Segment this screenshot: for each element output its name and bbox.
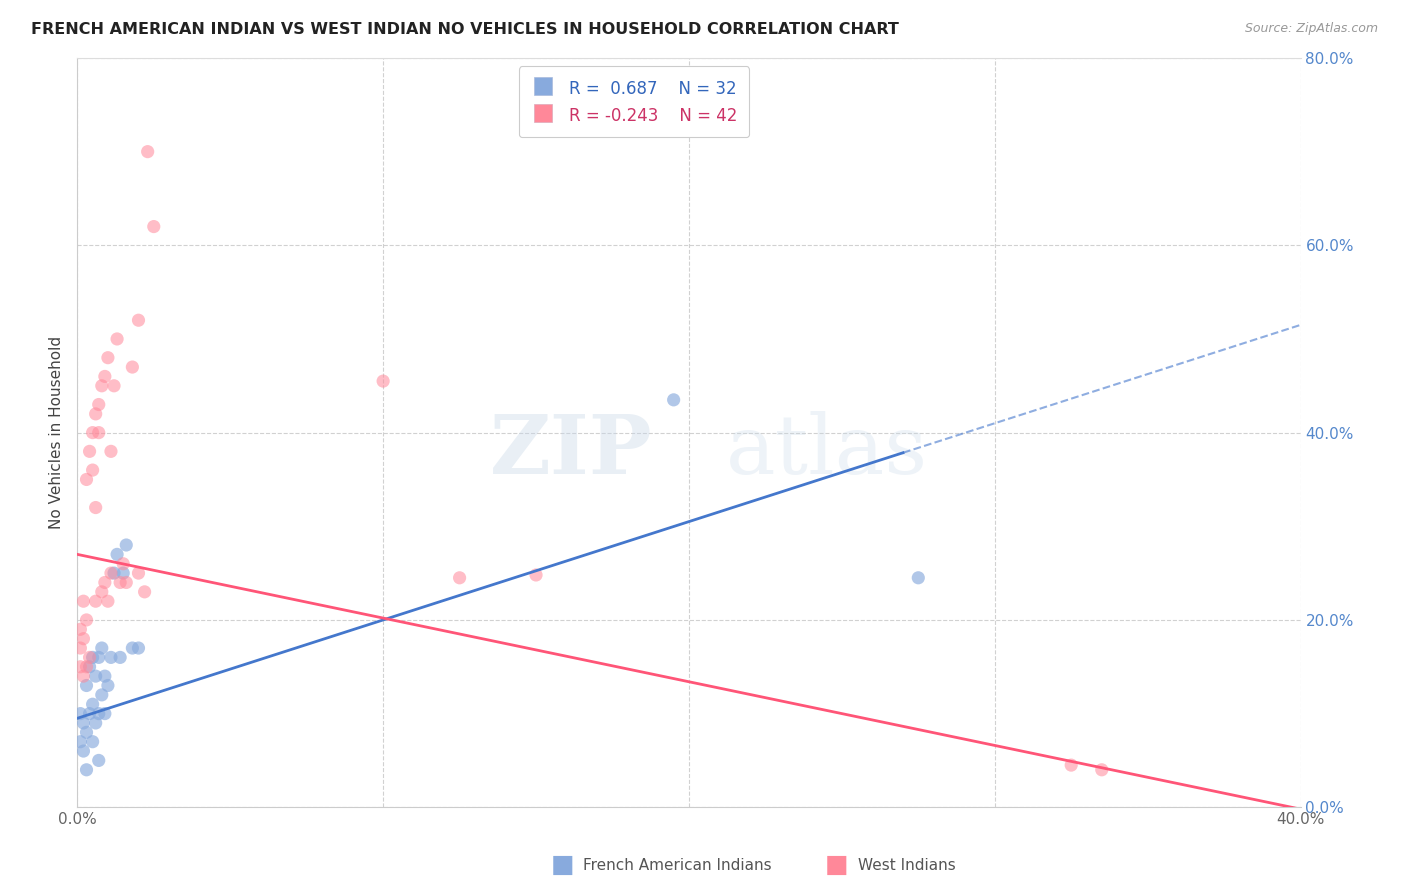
Point	[72, 632, 94, 646]
Point	[84, 407, 107, 421]
Point	[136, 145, 159, 159]
Point	[108, 650, 131, 665]
Point	[90, 585, 112, 599]
Point	[103, 378, 125, 392]
Point	[82, 425, 104, 440]
Point	[76, 763, 98, 777]
Point	[69, 640, 91, 655]
Point	[115, 538, 138, 552]
Point	[100, 650, 122, 665]
Point	[69, 706, 91, 721]
Point	[1091, 763, 1114, 777]
Point	[94, 369, 117, 384]
Point	[79, 444, 101, 458]
Point	[72, 594, 94, 608]
Point	[79, 650, 101, 665]
Point	[97, 678, 120, 692]
Point	[103, 566, 125, 581]
Point	[112, 557, 135, 571]
Text: West Indians: West Indians	[858, 858, 956, 872]
Point	[105, 332, 128, 346]
Text: French American Indians: French American Indians	[583, 858, 772, 872]
Point	[90, 640, 112, 655]
Point	[90, 378, 112, 392]
Point	[662, 392, 685, 407]
Point	[87, 398, 110, 412]
Point	[97, 594, 120, 608]
Point	[142, 219, 165, 234]
Point	[97, 351, 120, 365]
Point	[128, 313, 150, 327]
Point	[94, 706, 117, 721]
Text: ■: ■	[825, 854, 848, 877]
Point	[76, 613, 98, 627]
Point	[76, 725, 98, 739]
Text: FRENCH AMERICAN INDIAN VS WEST INDIAN NO VEHICLES IN HOUSEHOLD CORRELATION CHART: FRENCH AMERICAN INDIAN VS WEST INDIAN NO…	[31, 22, 898, 37]
Y-axis label: No Vehicles in Household: No Vehicles in Household	[49, 336, 65, 529]
Legend: R =  0.687    N = 32, R = -0.243    N = 42: R = 0.687 N = 32, R = -0.243 N = 42	[519, 66, 749, 137]
Text: atlas: atlas	[725, 411, 928, 491]
Text: ZIP: ZIP	[489, 411, 652, 491]
Point	[134, 585, 156, 599]
Point	[79, 706, 101, 721]
Point	[371, 374, 394, 388]
Point	[82, 650, 104, 665]
Point	[128, 566, 150, 581]
Point	[1060, 758, 1083, 772]
Point	[108, 575, 131, 590]
Point	[82, 463, 104, 477]
Point	[72, 715, 94, 730]
Point	[128, 640, 150, 655]
Point	[69, 660, 91, 674]
Point	[121, 360, 143, 375]
Point	[79, 660, 101, 674]
Point	[524, 568, 547, 582]
Point	[90, 688, 112, 702]
Point	[87, 425, 110, 440]
Point	[105, 547, 128, 562]
Point	[907, 571, 929, 585]
Point	[87, 650, 110, 665]
Point	[112, 566, 135, 581]
Point	[100, 444, 122, 458]
Point	[84, 715, 107, 730]
Point	[100, 566, 122, 581]
Point	[87, 706, 110, 721]
Point	[82, 735, 104, 749]
Point	[115, 575, 138, 590]
Point	[84, 669, 107, 683]
Point	[76, 660, 98, 674]
Point	[76, 473, 98, 487]
Point	[121, 640, 143, 655]
Point	[72, 669, 94, 683]
Point	[84, 500, 107, 515]
Point	[449, 571, 471, 585]
Point	[69, 735, 91, 749]
Text: ■: ■	[551, 854, 574, 877]
Point	[69, 623, 91, 637]
Point	[84, 594, 107, 608]
Text: Source: ZipAtlas.com: Source: ZipAtlas.com	[1244, 22, 1378, 36]
Point	[87, 753, 110, 767]
Point	[76, 678, 98, 692]
Point	[94, 575, 117, 590]
Point	[72, 744, 94, 758]
Point	[94, 669, 117, 683]
Point	[82, 698, 104, 712]
